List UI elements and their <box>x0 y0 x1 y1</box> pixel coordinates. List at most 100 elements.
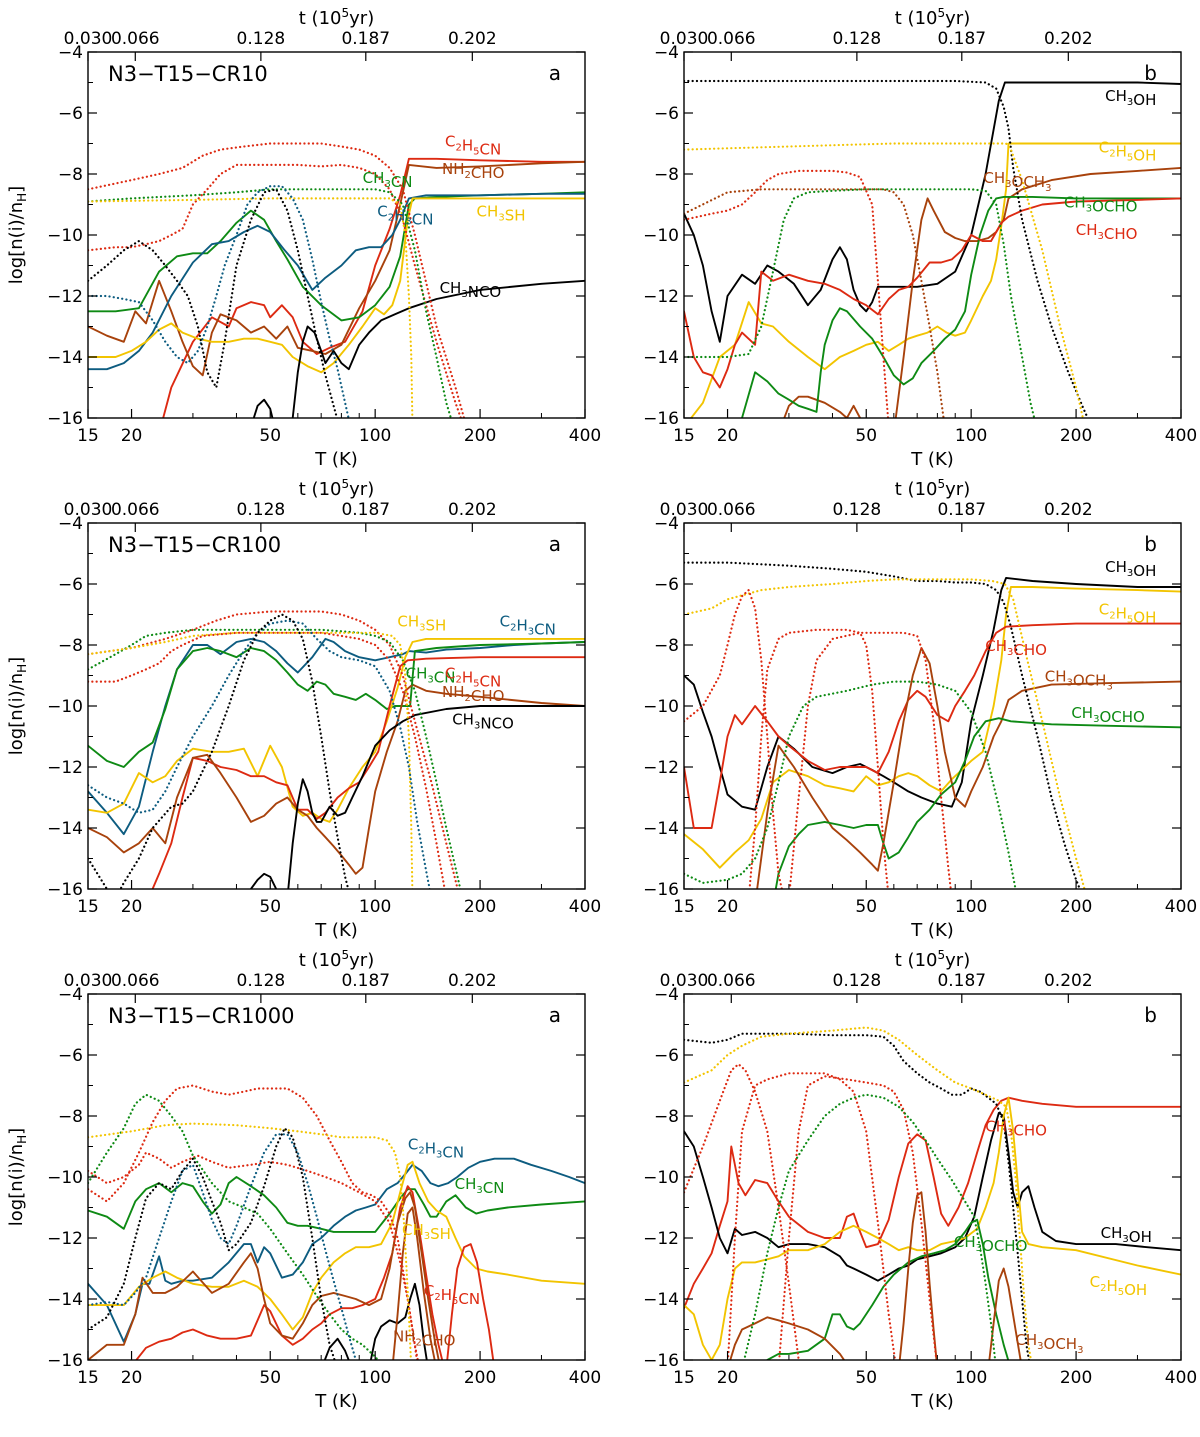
series-label: C2H5OH <box>1099 139 1157 165</box>
y-tick-label: −12 <box>643 287 679 307</box>
x-tick-label: 20 <box>121 426 143 446</box>
x-tick-label: 50 <box>855 426 877 446</box>
series-line: CH3OH gas <box>684 1112 1181 1282</box>
x-axis-label: T (K) <box>314 920 358 941</box>
series-line: NH2CHO ice <box>88 1151 419 1360</box>
top-tick-label: 0.128 <box>833 500 882 520</box>
y-tick-label: −12 <box>47 758 83 778</box>
x-tick-label: 50 <box>259 426 281 446</box>
panel-title: N3−T15−CR10 <box>108 62 268 86</box>
top-axis-label: t (105yr) <box>895 948 970 971</box>
x-tick-label: 50 <box>855 897 877 917</box>
panel-frame <box>683 993 1182 1361</box>
series-label: CH3OH <box>1101 1224 1152 1246</box>
panel-r1b: CH3OH gasC2H5OH gasCH3OCH3 gasCH3OCHO ga… <box>643 6 1197 470</box>
series-line: CH3CHO gas <box>684 1096 1181 1310</box>
y-tick-label: −10 <box>47 697 83 717</box>
y-tick-label: −8 <box>58 165 83 185</box>
series-label: CH3OCH3 <box>1015 1331 1083 1356</box>
series-line: NH2CHO gas <box>88 1191 440 1360</box>
top-tick-label: 0.187 <box>341 500 390 520</box>
x-tick-label: 200 <box>464 1368 496 1388</box>
series-line: C2H5CN ice <box>88 610 459 889</box>
top-axis-label: t (105yr) <box>299 948 374 971</box>
series-group: CH3OH gasC2H5OH gasCH3CHO gasCH3OCH3 gas… <box>684 561 1181 889</box>
y-axis-label: log[n(i)/nH] <box>6 186 29 284</box>
series-line: CH3CN gas <box>88 191 585 322</box>
x-tick-label: 400 <box>1165 897 1197 917</box>
top-tick-label: 0.202 <box>1044 500 1093 520</box>
series-label: CH3CHO <box>985 1117 1047 1139</box>
series-group: C2H3CN gasCH3CN gasCH3SH gasC2H5CN gasNH… <box>88 1084 585 1360</box>
series-line: CH3NCO gas <box>249 705 585 889</box>
series-label: CH3OCHO <box>954 1233 1028 1255</box>
panel-frame <box>87 993 586 1361</box>
top-tick-label: 0.066 <box>111 29 160 49</box>
series-label: CH3CN <box>363 169 413 191</box>
series-label: NH2CHO <box>442 160 504 182</box>
x-tick-label: 200 <box>1060 1368 1092 1388</box>
series-label: C2H3CN <box>500 613 556 639</box>
top-tick-label: 0.030 <box>64 29 113 49</box>
top-axis-label: t (105yr) <box>895 6 970 29</box>
top-tick-label: 0.128 <box>833 29 882 49</box>
series-line: C2H3CN ice <box>88 619 431 889</box>
series-label: C2H3CN <box>377 203 433 229</box>
top-tick-label: 0.128 <box>833 971 882 991</box>
y-tick-label: −8 <box>58 1107 83 1127</box>
series-line: C2H3CN gas <box>88 637 585 836</box>
series-group: CH3OH gasC2H5OH gasCH3OCH3 gasCH3OCHO ga… <box>684 79 1181 418</box>
x-tick-label: 50 <box>259 897 281 917</box>
series-line: CH3SH ice <box>88 197 414 418</box>
series-line: CH3NCO ice <box>88 188 339 418</box>
panel-frame <box>87 51 586 419</box>
x-tick-label: 20 <box>121 897 143 917</box>
x-tick-label: 100 <box>359 897 391 917</box>
series-line: CH3NCO ice <box>88 613 350 889</box>
y-tick-label: −8 <box>58 636 83 656</box>
series-line: CH3OCH3 ice <box>788 631 952 889</box>
y-tick-label: −10 <box>643 697 679 717</box>
top-tick-label: 0.066 <box>707 29 756 49</box>
panel-letter: a <box>549 532 561 556</box>
panel-letter: a <box>549 61 561 85</box>
y-tick-label: −10 <box>47 1168 83 1188</box>
series-line: C2H5CN gas (second peak) <box>446 1243 495 1360</box>
top-tick-label: 0.187 <box>937 971 986 991</box>
top-tick-label: 0.030 <box>64 971 113 991</box>
series-line: CH3CHO ice <box>684 188 945 418</box>
y-tick-label: −4 <box>654 43 679 63</box>
series-line: CH3OH gas <box>684 81 1181 343</box>
series-line: CH3SH gas <box>88 637 585 823</box>
y-tick-label: −16 <box>643 880 679 900</box>
x-axis-label: T (K) <box>910 449 954 470</box>
y-tick-label: −14 <box>47 1290 83 1310</box>
series-line: C2H3CN ice <box>88 185 350 418</box>
series-line: CH3CHO ice <box>684 1063 800 1360</box>
series-label: CH3OCH3 <box>983 169 1051 194</box>
x-tick-label: 15 <box>673 1368 695 1388</box>
panel-title: N3−T15−CR1000 <box>108 1004 295 1028</box>
panel-title: N3−T15−CR100 <box>108 533 281 557</box>
y-tick-label: −14 <box>643 1290 679 1310</box>
top-tick-label: 0.030 <box>660 971 709 991</box>
x-axis-label: T (K) <box>910 1391 954 1412</box>
y-tick-label: −6 <box>654 104 679 124</box>
y-tick-label: −6 <box>654 1046 679 1066</box>
y-tick-label: −16 <box>47 1351 83 1371</box>
x-tick-label: 15 <box>673 426 695 446</box>
series-line: C2H5OH gas <box>689 142 1181 418</box>
panel-letter: a <box>549 1003 561 1027</box>
series-line: CH3NCO ice <box>88 1127 336 1360</box>
y-tick-label: −6 <box>58 104 83 124</box>
series-line: NH2CHO gas <box>88 160 585 377</box>
series-line: C2H5OH ice <box>684 142 1084 418</box>
series-label: CH3OCHO <box>1064 194 1138 216</box>
series-label: C2H5CN <box>445 665 501 691</box>
series-label: CH3CN <box>455 1175 505 1197</box>
series-line: CH3OCH3 gas <box>729 1316 846 1360</box>
series-line: CH3CN ice <box>88 188 453 418</box>
y-tick-label: −14 <box>643 819 679 839</box>
series-line: C2H3CN gas <box>88 1157 585 1343</box>
series-line: CH3NCO gas <box>323 1282 428 1360</box>
